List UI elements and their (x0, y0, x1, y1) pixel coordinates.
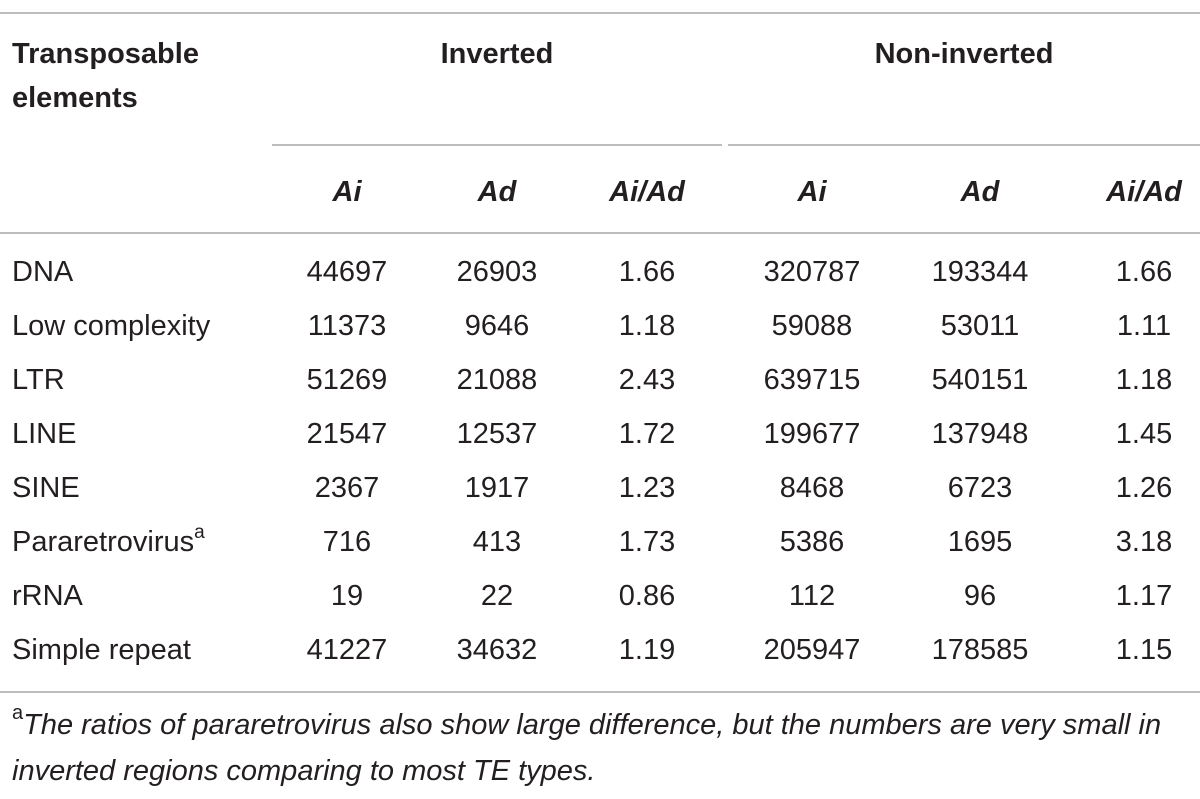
cell-non-inverted-ad: 96 (963, 580, 997, 612)
cell-non-inverted-ad: 540151 (931, 364, 1029, 396)
row-label: LINE (12, 407, 76, 461)
cell-non-inverted-ai: 5386 (779, 526, 845, 558)
row-label-text: DNA (12, 256, 74, 288)
column-header-inverted-ai: Ai (332, 176, 362, 208)
row-label-text: Pararetrovirus (12, 526, 195, 558)
cell-inverted-ratio: 1.66 (618, 256, 676, 288)
cell-non-inverted-ratio: 3.18 (1115, 526, 1173, 558)
cell-inverted-ratio: 1.19 (618, 634, 676, 666)
row-label-text: rRNA (12, 580, 83, 612)
group-rule-inverted (272, 144, 722, 146)
cell-non-inverted-ai: 199677 (763, 418, 861, 450)
cell-inverted-ai: 21547 (306, 418, 388, 450)
row-label-text: LTR (12, 364, 65, 396)
row-label: Pararetrovirusa (12, 515, 205, 569)
cell-inverted-ratio: 1.18 (618, 310, 676, 342)
group-rule-non-inverted (728, 144, 1200, 146)
cell-non-inverted-ratio: 1.18 (1115, 364, 1173, 396)
cell-non-inverted-ad: 1695 (947, 526, 1013, 558)
row-label: Low complexity (12, 299, 210, 353)
table-row: Low complexity 11373 9646 1.18 59088 53011 1.1… (0, 299, 1200, 353)
cell-inverted-ai: 44697 (306, 256, 388, 288)
cell-inverted-ai: 41227 (306, 634, 388, 666)
row-label-text: Simple repeat (12, 634, 191, 666)
cell-inverted-ai: 11373 (307, 310, 387, 342)
cell-inverted-ai: 2367 (314, 472, 380, 504)
row-label-text: Low complexity (12, 310, 211, 342)
row-label: DNA (12, 245, 73, 299)
table-footnote: aThe ratios of pararetrovirus also show … (12, 702, 1192, 794)
cell-inverted-ad: 1917 (464, 472, 530, 504)
cell-inverted-ad: 413 (472, 526, 522, 558)
table-row: LTR 51269 21088 2.43 639715 540151 1.18 (0, 353, 1200, 407)
table-row: rRNA 19 22 0.86 112 96 1.17 (0, 569, 1200, 623)
table-row: SINE 2367 1917 1.23 8468 6723 1.26 (0, 461, 1200, 515)
cell-inverted-ad: 22 (480, 580, 514, 612)
footnote-text: The ratios of pararetrovirus also show l… (12, 709, 1162, 787)
column-header-non-inverted-ad: Ad (960, 176, 1000, 208)
cell-non-inverted-ratio: 1.15 (1115, 634, 1173, 666)
cell-inverted-ai: 51269 (306, 364, 388, 396)
cell-inverted-ratio: 0.86 (618, 580, 676, 612)
cell-non-inverted-ai: 320787 (763, 256, 861, 288)
table-row: Pararetrovirusa 716 413 1.73 5386 1695 3.18 (0, 515, 1200, 569)
row-label-text: SINE (12, 472, 80, 504)
column-header-non-inverted-ratio: Ai/Ad (1106, 176, 1182, 208)
cell-non-inverted-ratio: 1.45 (1115, 418, 1173, 450)
group-header-non-inverted: Non-inverted (874, 38, 1054, 70)
cell-non-inverted-ad: 137948 (931, 418, 1029, 450)
cell-non-inverted-ai: 59088 (771, 310, 853, 342)
cell-inverted-ai: 19 (330, 580, 364, 612)
cell-inverted-ad: 26903 (456, 256, 538, 288)
row-label-header: Transposable elements (12, 38, 199, 114)
row-label: rRNA (12, 569, 83, 623)
top-rule (0, 12, 1200, 14)
cell-inverted-ad: 34632 (456, 634, 538, 666)
cell-non-inverted-ad: 178585 (931, 634, 1029, 666)
row-label-text: LINE (12, 418, 77, 450)
cell-inverted-ratio: 1.73 (618, 526, 676, 558)
row-label: Simple repeat (12, 623, 191, 677)
group-header-inverted: Inverted (440, 38, 554, 70)
cell-inverted-ad: 9646 (464, 310, 530, 342)
cell-non-inverted-ad: 6723 (947, 472, 1013, 504)
column-header-inverted-ratio: Ai/Ad (609, 176, 685, 208)
column-header-non-inverted-ai: Ai (797, 176, 827, 208)
cell-non-inverted-ad: 193344 (931, 256, 1029, 288)
cell-non-inverted-ai: 8468 (779, 472, 845, 504)
footnote-marker: a (194, 522, 205, 544)
header-rule (0, 232, 1200, 234)
cell-inverted-ad: 21088 (456, 364, 538, 396)
table-row: Simple repeat 41227 34632 1.19 205947 178585 1… (0, 623, 1200, 677)
cell-non-inverted-ai: 639715 (763, 364, 861, 396)
bottom-rule (0, 691, 1200, 693)
footnote-marker: a (12, 702, 24, 725)
cell-non-inverted-ratio: 1.11 (1116, 310, 1172, 342)
cell-non-inverted-ratio: 1.17 (1115, 580, 1173, 612)
column-header-inverted-ad: Ad (477, 176, 517, 208)
cell-inverted-ad: 12537 (456, 418, 538, 450)
cell-non-inverted-ratio: 1.26 (1115, 472, 1173, 504)
table-row: LINE 21547 12537 1.72 199677 137948 1.45 (0, 407, 1200, 461)
cell-non-inverted-ai: 112 (788, 580, 836, 612)
cell-inverted-ratio: 1.23 (618, 472, 676, 504)
row-label: LTR (12, 353, 65, 407)
cell-inverted-ratio: 2.43 (618, 364, 676, 396)
cell-non-inverted-ratio: 1.66 (1115, 256, 1173, 288)
cell-inverted-ai: 716 (322, 526, 372, 558)
cell-inverted-ratio: 1.72 (618, 418, 676, 450)
cell-non-inverted-ad: 53011 (940, 310, 1020, 342)
table-row: DNA 44697 26903 1.66 320787 193344 1.66 (0, 245, 1200, 299)
row-label: SINE (12, 461, 80, 515)
cell-non-inverted-ai: 205947 (763, 634, 861, 666)
